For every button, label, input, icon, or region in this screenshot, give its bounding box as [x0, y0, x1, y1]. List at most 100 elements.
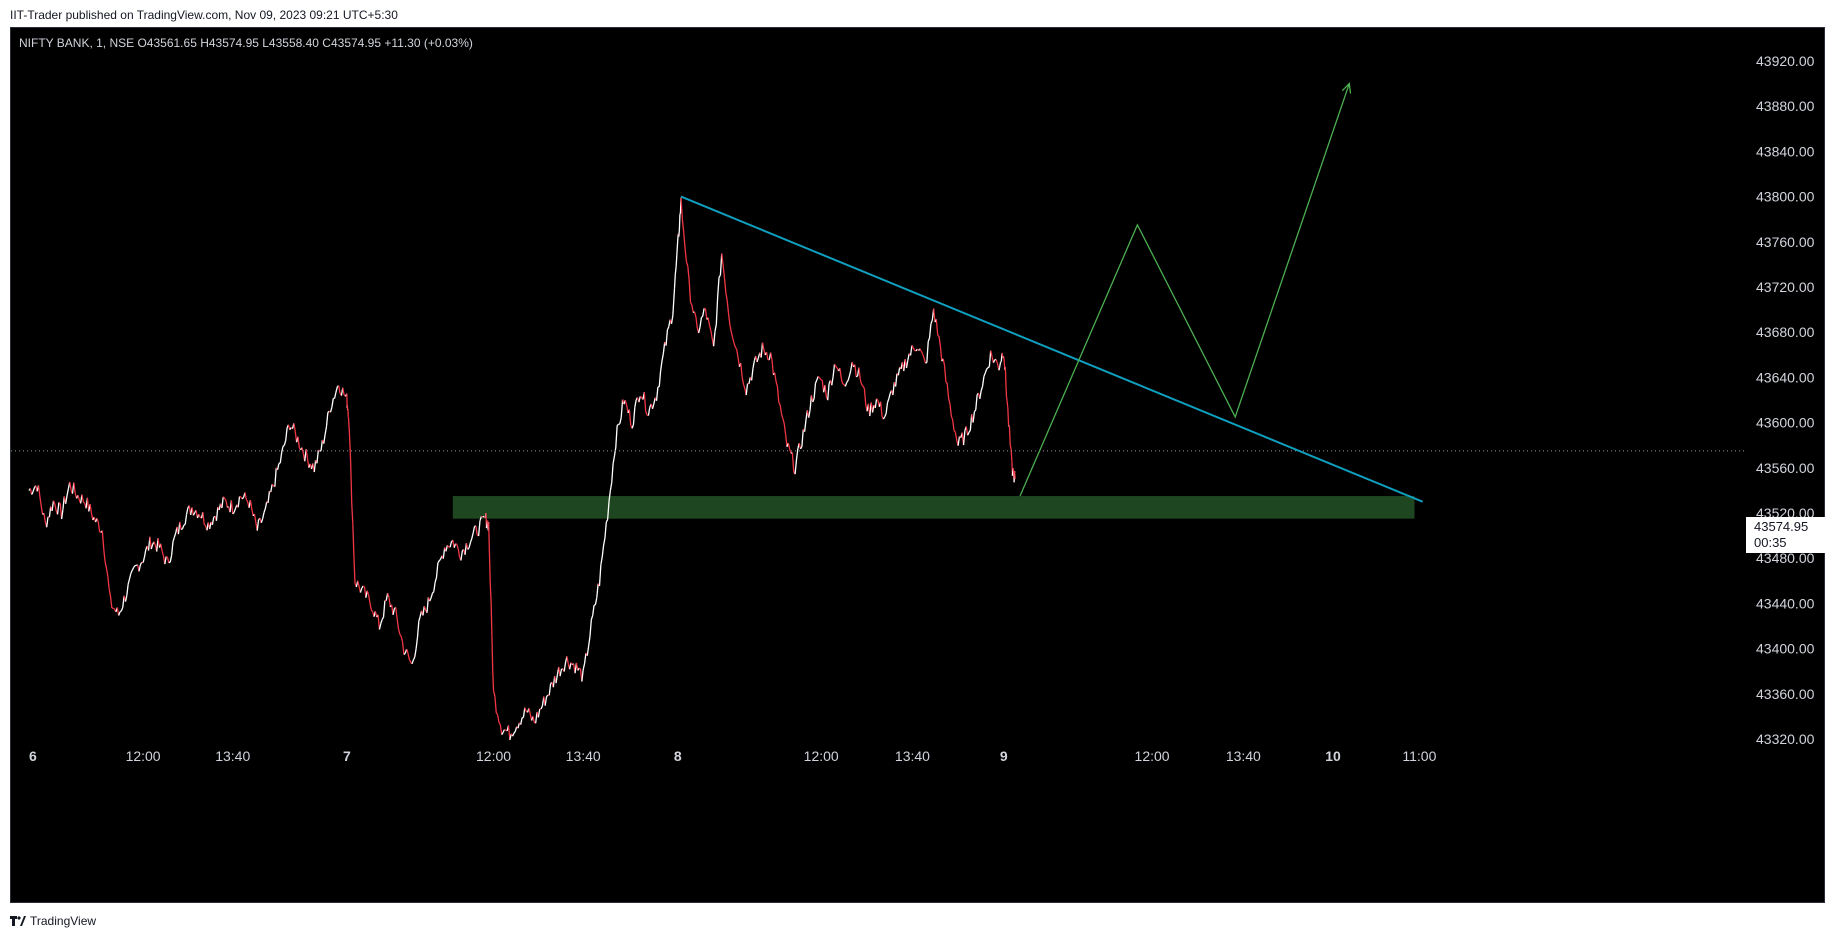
price-segment	[939, 346, 943, 362]
price-segment	[320, 439, 324, 451]
price-segment	[184, 514, 188, 525]
price-segment	[791, 452, 795, 472]
price-segment	[988, 350, 992, 367]
price-segment	[209, 521, 212, 530]
price-segment	[927, 337, 931, 342]
price-segment	[172, 536, 175, 542]
price-segment	[507, 725, 511, 740]
price-segment	[495, 712, 499, 716]
price-segment	[1007, 407, 1010, 427]
price-segment	[607, 501, 610, 520]
projection-arrowhead	[1341, 82, 1352, 94]
price-segment	[457, 548, 461, 558]
price-segment	[224, 497, 227, 501]
price-segment	[722, 265, 726, 278]
x-tick-label: 11:00	[1402, 748, 1436, 764]
price-segment	[401, 641, 405, 655]
price-segment	[501, 732, 504, 736]
price-segment	[399, 633, 402, 637]
price-segment	[449, 541, 453, 548]
tradingview-footer[interactable]: TradingView	[10, 914, 96, 928]
published-header: IIT-Trader published on TradingView.com,…	[10, 8, 398, 22]
price-segment	[876, 398, 879, 401]
price-segment	[750, 368, 754, 381]
x-tick-label: 10	[1325, 748, 1341, 764]
price-segment	[116, 607, 120, 616]
price-segment	[844, 382, 848, 387]
price-segment	[195, 510, 199, 519]
price-segment	[741, 376, 745, 385]
chart-canvas[interactable]: 43920.00 43880.00 43840.00 43800.00 43760.00…	[11, 28, 1826, 904]
price-segment	[327, 410, 330, 414]
price-segment	[952, 419, 955, 431]
price-segment	[489, 583, 492, 602]
price-segment	[101, 530, 105, 549]
price-segment	[133, 565, 136, 568]
price-segment	[905, 359, 909, 369]
price-segment	[998, 367, 1001, 371]
price-segment	[647, 407, 651, 416]
y-tick-label: 43640.00	[1756, 369, 1815, 385]
price-segment	[665, 329, 669, 346]
price-segment	[909, 345, 913, 356]
price-segment	[578, 667, 581, 670]
price-segment	[169, 555, 173, 563]
price-segment	[689, 302, 693, 306]
price-segment	[239, 495, 242, 498]
price-segment	[270, 484, 273, 493]
x-tick-label: 12:00	[804, 748, 839, 764]
price-segment	[695, 316, 698, 329]
price-segment	[52, 500, 56, 505]
price-segment	[968, 429, 971, 433]
chart-area[interactable]: 43920.00 43880.00 43840.00 43800.00 43760.00…	[10, 27, 1826, 904]
price-segment	[281, 446, 284, 453]
price-segment	[756, 357, 760, 363]
x-tick-label: 13:40	[1226, 748, 1261, 764]
price-segment	[535, 711, 538, 724]
price-segment	[631, 424, 635, 429]
price-segment	[395, 607, 398, 619]
price-segment	[142, 556, 146, 563]
price-segment	[770, 352, 773, 361]
price-segment	[983, 372, 986, 377]
price-segment	[632, 407, 636, 425]
price-segment	[882, 416, 886, 420]
price-segment	[112, 607, 115, 610]
price-segment	[426, 597, 429, 613]
price-segment	[130, 570, 133, 574]
price-segment	[150, 544, 154, 550]
price-segment	[378, 623, 382, 630]
price-segment	[742, 383, 746, 389]
price-segment	[819, 377, 822, 381]
price-segment	[568, 662, 572, 670]
price-segment	[225, 500, 228, 508]
price-segment	[827, 383, 830, 401]
price-segment	[1005, 383, 1008, 397]
price-segment	[170, 541, 174, 556]
price-segment	[306, 458, 310, 468]
y-tick-label: 43320.00	[1756, 731, 1815, 747]
price-segment	[329, 407, 333, 413]
price-segment	[453, 543, 457, 548]
price-segment	[859, 379, 863, 385]
price-segment	[418, 616, 421, 622]
symbol-legend: NIFTY BANK, 1, NSE O43561.65 H43574.95 L…	[19, 36, 473, 50]
price-segment	[673, 288, 676, 303]
price-segment	[833, 363, 837, 367]
price-segment	[128, 573, 132, 580]
price-segment	[362, 585, 365, 588]
price-segment	[54, 503, 57, 511]
price-segment	[276, 463, 280, 470]
price-segment	[884, 413, 887, 418]
price-segment	[661, 353, 664, 362]
price-segment	[680, 197, 684, 219]
price-segment	[185, 507, 189, 515]
price-segment	[862, 385, 865, 389]
price-segment	[871, 404, 875, 413]
price-segment	[1008, 426, 1011, 446]
price-segment	[338, 385, 341, 394]
price-segment	[468, 542, 472, 548]
price-segment	[460, 550, 463, 561]
price-segment	[271, 483, 274, 487]
price-segment	[835, 366, 838, 369]
